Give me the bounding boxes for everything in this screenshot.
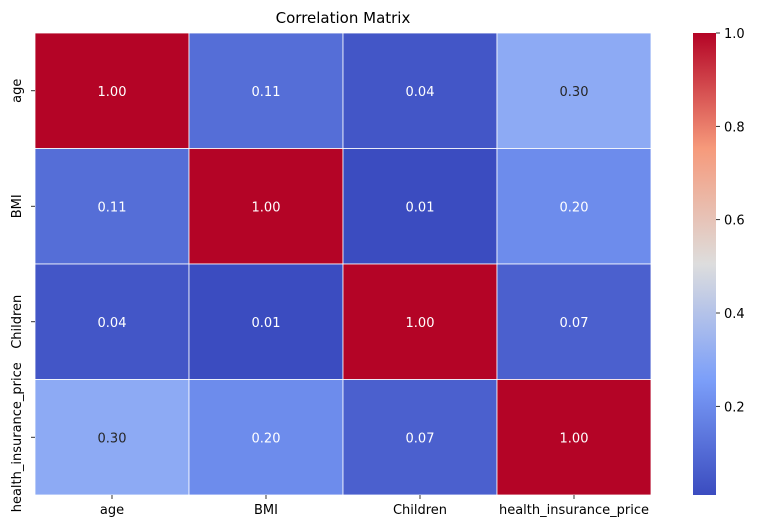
heatmap-cell <box>34 148 190 265</box>
heatmap-cell <box>34 32 190 149</box>
cell-value-label: 0.01 <box>406 200 435 215</box>
x-tick-label: BMI <box>254 503 278 518</box>
colorbar-tick-label: 0.6 <box>724 214 745 229</box>
chart-title: Correlation Matrix <box>276 9 411 27</box>
cell-value-label: 0.04 <box>98 316 127 331</box>
colorbar-tick-label: 0.8 <box>724 120 745 135</box>
x-axis: age BMI Children health_insurance_price <box>100 495 649 518</box>
cell-value-label: 1.00 <box>252 200 281 215</box>
cell-value-label: 1.00 <box>560 431 589 446</box>
cell-value-label: 0.07 <box>560 316 589 331</box>
heatmap-cell <box>342 379 498 496</box>
cell-value-label: 0.01 <box>252 316 281 331</box>
cell-value-label: 0.11 <box>252 85 281 100</box>
heatmap-cell <box>496 263 652 380</box>
heatmap-cell <box>188 263 344 380</box>
y-axis: age BMI Children health_insurance_price <box>10 79 35 512</box>
x-tick-label: age <box>100 503 124 518</box>
heatmap-cell <box>496 32 652 149</box>
cell-value-label: 0.20 <box>252 431 281 446</box>
colorbar-tick-label: 0.4 <box>724 307 745 322</box>
colorbar-gradient <box>693 33 716 495</box>
colorbar-tick-label: 0.2 <box>724 400 745 415</box>
cell-value-label: 0.04 <box>406 85 435 100</box>
y-tick-label: health_insurance_price <box>10 362 25 512</box>
heatmap-cell <box>188 148 344 265</box>
cell-value-label: 0.30 <box>560 85 589 100</box>
heatmap-cells: 1.00 0.11 0.04 0.30 0.11 1.00 0.01 0.20 0.04 0.01… <box>34 32 652 496</box>
heatmap-cell <box>496 148 652 265</box>
cell-value-label: 0.07 <box>406 431 435 446</box>
cell-value-label: 0.30 <box>98 431 127 446</box>
y-tick-label: BMI <box>10 194 25 218</box>
x-tick-label: health_insurance_price <box>499 503 649 518</box>
heatmap-cell <box>188 379 344 496</box>
cell-value-label: 0.11 <box>98 200 127 215</box>
heatmap-cell <box>342 148 498 265</box>
y-tick-label: age <box>10 79 25 103</box>
heatmap-cell <box>342 32 498 149</box>
heatmap-cell <box>34 379 190 496</box>
heatmap-cell <box>496 379 652 496</box>
cell-value-label: 1.00 <box>98 85 127 100</box>
y-tick-label: Children <box>10 295 25 349</box>
cell-value-label: 1.00 <box>406 316 435 331</box>
x-tick-label: Children <box>393 503 447 518</box>
colorbar-tick-label: 1.0 <box>724 27 745 42</box>
colorbar: 0.2 0.4 0.6 0.8 1.0 <box>693 27 745 495</box>
heatmap-cell <box>188 32 344 149</box>
cell-value-label: 0.20 <box>560 200 589 215</box>
